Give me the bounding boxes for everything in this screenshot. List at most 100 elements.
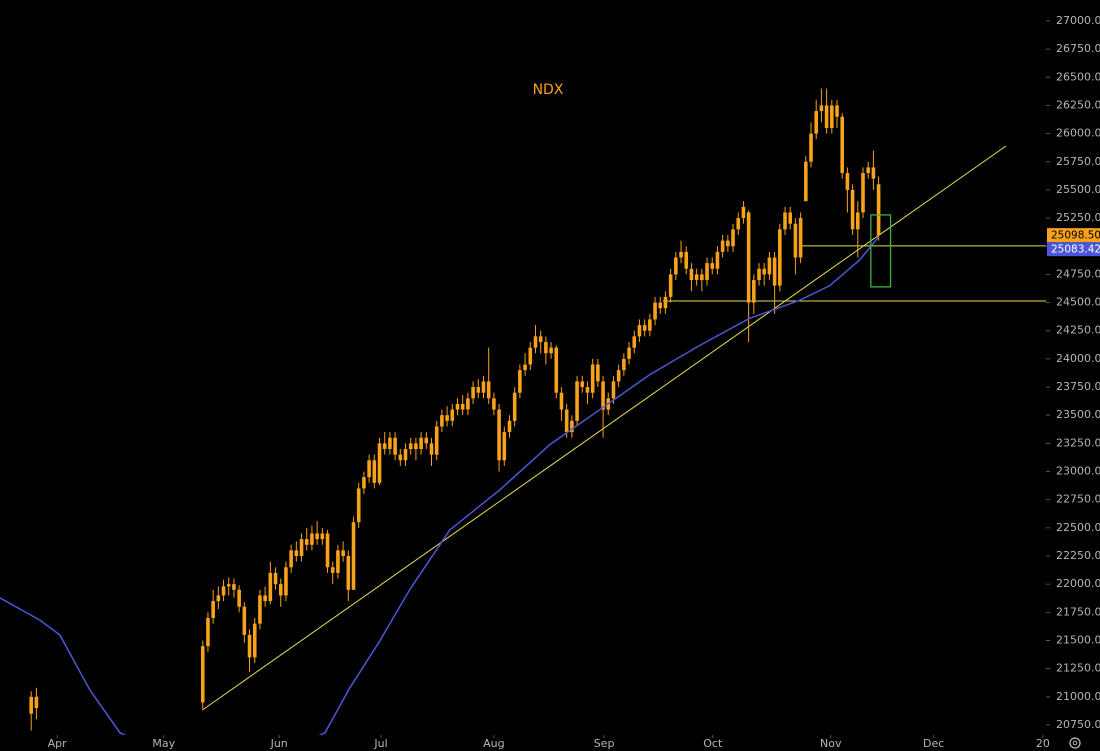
candle-body bbox=[502, 432, 507, 461]
candle-body bbox=[627, 347, 631, 359]
settings-gear[interactable] bbox=[1069, 737, 1081, 749]
y-tick-label: 23000.00 bbox=[1056, 465, 1100, 478]
y-tick-label: 24000.00 bbox=[1056, 352, 1100, 365]
candle-body bbox=[226, 584, 231, 587]
y-tick-label: 23250.00 bbox=[1056, 436, 1100, 449]
candle-body bbox=[403, 448, 408, 461]
candle-body bbox=[356, 488, 361, 523]
candle-body bbox=[575, 381, 579, 421]
x-tick-label: Jul bbox=[373, 737, 387, 750]
y-tick-label: 20750.00 bbox=[1056, 718, 1100, 731]
y-tick-label: 25250.00 bbox=[1056, 211, 1100, 224]
ma-tag-label: 25083.42 bbox=[1051, 244, 1100, 256]
candle-body bbox=[284, 567, 288, 596]
candle-body bbox=[346, 556, 351, 590]
candle-body bbox=[793, 223, 798, 258]
candle-body bbox=[341, 550, 345, 557]
candle-body bbox=[237, 589, 241, 607]
candle-body bbox=[362, 477, 366, 489]
candle-body bbox=[242, 606, 247, 635]
y-tick-label: 26000.00 bbox=[1056, 127, 1100, 140]
candle-body bbox=[642, 325, 647, 331]
candle-body bbox=[570, 420, 574, 433]
candle-body bbox=[481, 381, 486, 393]
y-tick-label: 21250.00 bbox=[1056, 662, 1100, 675]
candle-body bbox=[632, 336, 637, 348]
candle-body bbox=[398, 454, 403, 461]
candle-body bbox=[497, 409, 501, 461]
candle-body bbox=[700, 274, 704, 281]
y-tick-label: 22500.00 bbox=[1056, 521, 1100, 534]
candle-body bbox=[476, 387, 481, 393]
candle-body bbox=[731, 229, 735, 247]
candle-body bbox=[528, 347, 533, 365]
candle-body bbox=[455, 403, 460, 410]
candle-body bbox=[684, 251, 689, 269]
candle-body bbox=[772, 257, 777, 286]
y-tick-label: 27000.00 bbox=[1056, 14, 1100, 27]
candle-body bbox=[419, 437, 423, 449]
ma-tag bbox=[1047, 242, 1100, 257]
candle-body bbox=[372, 460, 377, 483]
candle-body bbox=[294, 550, 299, 557]
candle-body bbox=[206, 617, 210, 647]
candle-body bbox=[559, 392, 564, 410]
candle-body bbox=[653, 302, 657, 320]
candle-body bbox=[429, 443, 434, 455]
y-tick-label: 26750.00 bbox=[1056, 42, 1100, 55]
candle-body bbox=[866, 167, 871, 174]
candle-body bbox=[767, 257, 772, 275]
candle-body bbox=[689, 268, 694, 281]
candle-body bbox=[315, 533, 319, 540]
candle-body bbox=[746, 212, 751, 303]
candle-body bbox=[507, 420, 512, 433]
candle-body bbox=[549, 347, 553, 354]
candle-body bbox=[408, 443, 413, 449]
candle-body bbox=[325, 533, 330, 568]
candle-body bbox=[658, 302, 663, 309]
y-tick-label: 22750.00 bbox=[1056, 493, 1100, 506]
candle-body bbox=[471, 387, 475, 399]
candle-body bbox=[289, 550, 293, 568]
candle-body bbox=[596, 364, 600, 382]
candle-body bbox=[434, 426, 439, 455]
candle-body bbox=[299, 539, 304, 557]
candle-body bbox=[757, 268, 761, 281]
y-tick-label: 21750.00 bbox=[1056, 605, 1100, 618]
candle-body bbox=[221, 586, 226, 596]
trend-line bbox=[202, 145, 1007, 711]
candle-body bbox=[330, 567, 335, 573]
candle-body bbox=[554, 347, 559, 393]
candle-body bbox=[310, 533, 314, 545]
candle-body bbox=[788, 212, 793, 224]
candle-body bbox=[320, 533, 325, 540]
x-tick-label: Aug bbox=[483, 737, 504, 750]
candle-body bbox=[850, 189, 855, 230]
candle-body bbox=[450, 409, 455, 421]
plot-area bbox=[0, 88, 1046, 735]
candle-body bbox=[367, 460, 371, 478]
candle-body bbox=[232, 584, 236, 590]
candle-body bbox=[741, 206, 746, 219]
candle-body bbox=[762, 268, 767, 275]
candle-body bbox=[377, 443, 382, 483]
candle-body bbox=[445, 415, 449, 421]
candle-body bbox=[424, 437, 429, 444]
candle-body bbox=[533, 336, 538, 348]
y-tick-label: 21500.00 bbox=[1056, 633, 1100, 646]
candle-body bbox=[637, 325, 642, 337]
candle-body bbox=[518, 370, 522, 393]
candle-body bbox=[861, 173, 865, 213]
settings-icon[interactable] bbox=[1069, 737, 1081, 749]
candle-body bbox=[736, 218, 741, 230]
candle-body bbox=[622, 358, 626, 371]
moving-average-line bbox=[0, 236, 880, 735]
y-tick-label: 23500.00 bbox=[1056, 408, 1100, 421]
settings-gear-center[interactable] bbox=[1072, 740, 1078, 746]
y-tick-label: 25750.00 bbox=[1056, 155, 1100, 168]
candle-body bbox=[388, 437, 392, 449]
candle-body bbox=[752, 280, 756, 303]
candle-body bbox=[273, 572, 278, 585]
y-tick-label: 26250.00 bbox=[1056, 98, 1100, 111]
